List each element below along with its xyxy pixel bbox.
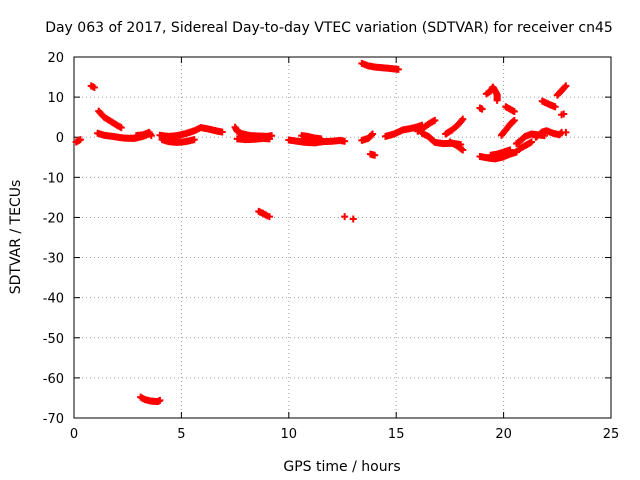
y-tick-labels: -70 -60 -50 -40 -30 -20 -10 0 10 20 (43, 51, 64, 427)
data-point (458, 116, 466, 124)
y-tick-label: -20 (43, 211, 64, 226)
data-point (562, 82, 570, 90)
data-point (562, 128, 570, 136)
data-point (371, 151, 379, 159)
y-tick-label: 0 (56, 131, 64, 146)
data-point (459, 146, 467, 154)
data-point (431, 116, 439, 124)
data-point (341, 213, 349, 221)
data-point (561, 83, 569, 91)
data-point (317, 135, 325, 143)
data-point (506, 146, 514, 154)
data-point (394, 65, 402, 73)
x-tick-label: 25 (603, 427, 620, 442)
data-point (369, 130, 377, 138)
data-point (265, 135, 273, 143)
y-tick-label: -70 (43, 412, 64, 427)
x-tick-label: 10 (281, 427, 298, 442)
x-tick-label: 5 (177, 427, 185, 442)
data-point (528, 138, 536, 146)
data-point (147, 132, 155, 140)
y-tick-label: -40 (43, 292, 64, 307)
axis-ticks (73, 56, 612, 419)
y-tick-label: -30 (43, 252, 64, 267)
y-axis-title: SDTVAR / TECUs (8, 180, 24, 295)
data-point (478, 105, 486, 113)
data-points (72, 59, 570, 406)
data-point (349, 215, 357, 223)
y-tick-label: 10 (47, 91, 64, 106)
y-tick-label: -10 (43, 171, 64, 186)
data-point (156, 396, 164, 404)
data-point (367, 131, 375, 139)
data-point (510, 108, 518, 116)
data-point (510, 116, 518, 124)
chart-title: Day 063 of 2017, Sidereal Day-to-day VTE… (45, 20, 613, 36)
data-point (560, 110, 568, 118)
data-point (190, 136, 198, 144)
grid-lines (74, 57, 611, 418)
data-point (117, 124, 125, 132)
x-tick-labels: 0 5 10 15 20 25 (70, 427, 619, 442)
data-point (218, 128, 226, 136)
x-tick-label: 20 (495, 427, 512, 442)
data-point (493, 96, 501, 104)
data-point (557, 130, 565, 138)
data-point (551, 103, 559, 111)
data-point (459, 115, 467, 123)
x-axis-title: GPS time / hours (283, 459, 400, 475)
data-point (265, 213, 273, 221)
x-tick-label: 0 (70, 427, 78, 442)
data-point (341, 137, 349, 145)
y-tick-label: -50 (43, 332, 64, 347)
data-point (76, 136, 84, 144)
x-tick-label: 15 (388, 427, 405, 442)
data-point (509, 117, 517, 125)
y-tick-label: 20 (47, 51, 64, 66)
y-tick-label: -60 (43, 372, 64, 387)
plot-frame (73, 56, 612, 419)
data-point (90, 83, 98, 91)
